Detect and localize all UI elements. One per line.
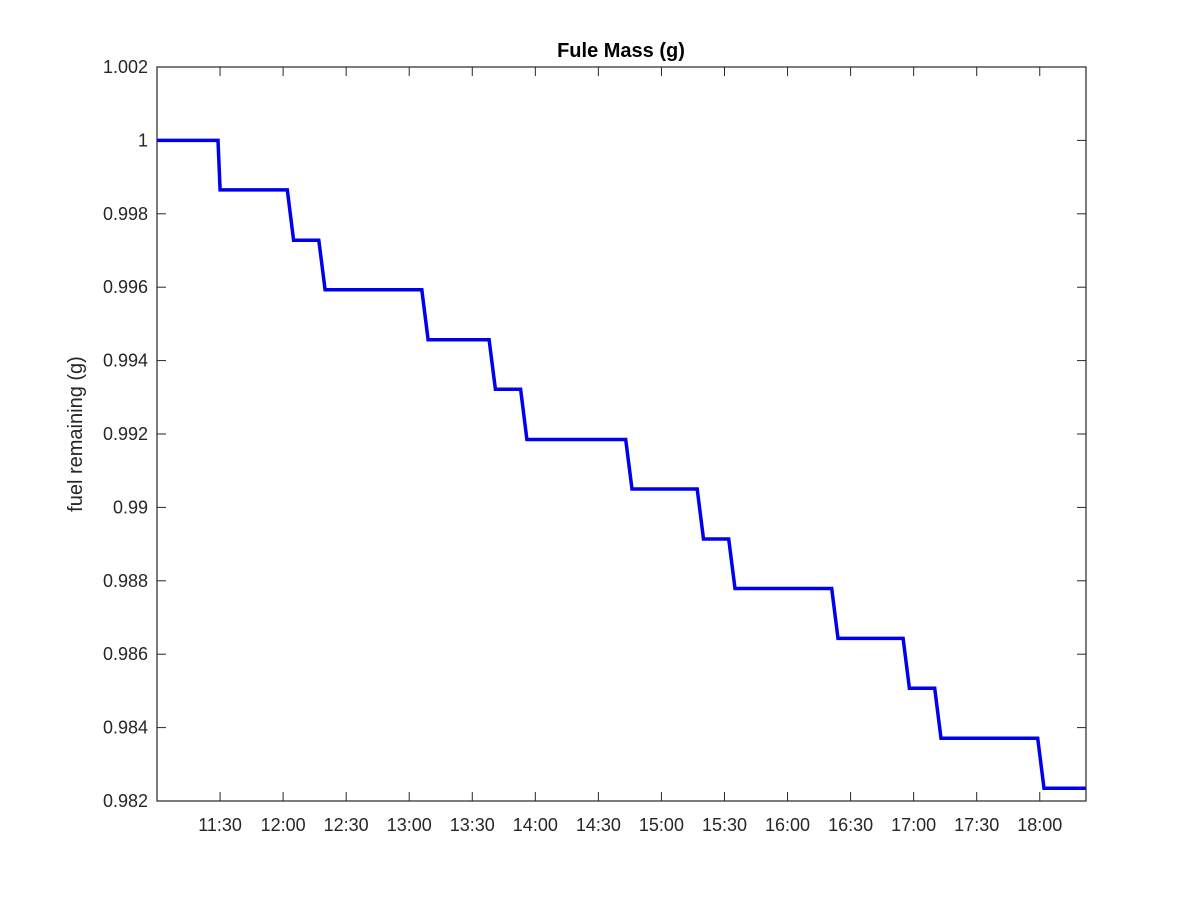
y-tick-label: 1.002 (103, 57, 148, 77)
series-line-fuel (157, 138, 1086, 790)
x-tick-label: 15:30 (702, 815, 747, 835)
x-tick-label: 12:00 (261, 815, 306, 835)
y-tick-label: 0.982 (103, 791, 148, 811)
y-tick-label: 0.994 (103, 351, 148, 371)
x-tick-label: 15:00 (639, 815, 684, 835)
x-tick-label: 17:00 (891, 815, 936, 835)
x-tick-label: 16:00 (765, 815, 810, 835)
y-tick-label: 0.99 (113, 497, 148, 517)
x-tick-label: 16:30 (828, 815, 873, 835)
x-tick-label: 17:30 (954, 815, 999, 835)
x-tick-label: 14:00 (513, 815, 558, 835)
plot-area (157, 67, 1086, 801)
x-tick-label: 13:30 (450, 815, 495, 835)
plot-frame (156, 66, 1087, 802)
x-tick-label: 18:00 (1017, 815, 1062, 835)
x-tick-label: 14:30 (576, 815, 621, 835)
y-tick-label: 0.986 (103, 644, 148, 664)
x-tick-label: 12:30 (324, 815, 369, 835)
y-tick-label: 0.996 (103, 277, 148, 297)
y-tick-label: 1 (138, 130, 148, 150)
x-tick-label: 13:00 (387, 815, 432, 835)
y-tick-label: 0.992 (103, 424, 148, 444)
y-axis-label: fuel remaining (g) (65, 356, 87, 512)
y-tick-label: 0.998 (103, 204, 148, 224)
x-tick-label: 11:30 (198, 815, 242, 835)
chart-title: Fule Mass (g) (557, 40, 685, 62)
y-tick-label: 0.988 (103, 571, 148, 591)
y-tick-label: 0.984 (103, 718, 148, 738)
